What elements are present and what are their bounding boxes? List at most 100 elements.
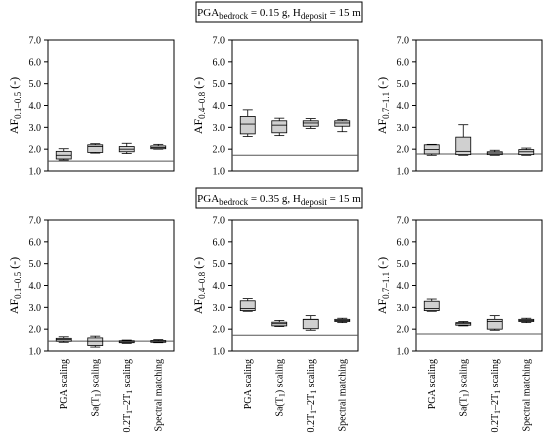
box-4 xyxy=(334,317,351,324)
box-2 xyxy=(455,321,472,327)
y-tick-label: 2.0 xyxy=(213,145,226,156)
x-tick-label: Sa(T1) scaling xyxy=(274,359,286,417)
box-2 xyxy=(271,117,288,137)
y-tick-label: 7.0 xyxy=(213,36,226,47)
y-tick-label: 2.0 xyxy=(397,325,410,336)
y-tick-label: 4.0 xyxy=(397,281,410,292)
box-2 xyxy=(271,320,288,327)
y-tick-label: 6.0 xyxy=(397,237,410,248)
chart-panel-1: 1.0 2.0 3.0 4.0 5.0 6.0 7.0 AF0.1–0.5 (-) xyxy=(7,36,175,178)
x-tick-label: Sa(T1) scaling xyxy=(458,359,470,417)
y-tick-label: 6.0 xyxy=(29,57,42,68)
chart-panel-4: 1.0 2.0 3.0 4.0 5.0 6.0 7.0 AF0.1–0.5 (-) PGA sc… xyxy=(7,216,175,433)
box-iqr xyxy=(302,318,319,330)
y-tick-label: 7.0 xyxy=(213,216,226,227)
y-axis-label: AF0.7–1.1 (-) xyxy=(375,257,391,314)
y-tick-label: 5.0 xyxy=(29,79,42,90)
box-1 xyxy=(239,298,256,312)
y-axis-label: AF0.1–0.5 (-) xyxy=(7,77,23,134)
box-3 xyxy=(302,315,319,331)
x-tick-label: Spectral matching xyxy=(153,359,164,431)
box-2 xyxy=(87,335,104,348)
box-iqr xyxy=(423,300,440,312)
y-tick-label: 3.0 xyxy=(397,123,410,134)
y-tick-label: 6.0 xyxy=(397,57,410,68)
box-3 xyxy=(118,142,135,154)
y-tick-label: 2.0 xyxy=(213,325,226,336)
y-tick-label: 5.0 xyxy=(213,79,226,90)
plot-frame xyxy=(231,219,359,352)
box-3 xyxy=(302,118,319,129)
chart-panel-2: 1.0 2.0 3.0 4.0 5.0 6.0 7.0 AF0.4–0.8 (-) xyxy=(191,36,359,178)
box-4 xyxy=(150,339,167,344)
y-tick-label: 5.0 xyxy=(29,259,42,270)
y-axis-label: AF0.4–0.8 (-) xyxy=(191,257,207,314)
y-tick-label: 4.0 xyxy=(29,281,42,292)
y-tick-label: 6.0 xyxy=(29,237,42,248)
box-2 xyxy=(455,124,472,156)
box-iqr xyxy=(239,300,256,312)
box-4 xyxy=(518,317,535,324)
y-tick-label: 3.0 xyxy=(213,303,226,314)
y-tick-label: 7.0 xyxy=(397,216,410,227)
box-3 xyxy=(486,315,503,331)
y-tick-label: 5.0 xyxy=(397,259,410,270)
x-tick-label: 0.2T1–2T1 scaling xyxy=(306,359,318,433)
y-axis-label: AF0.7–1.1 (-) xyxy=(375,77,391,134)
y-tick-label: 1.0 xyxy=(397,167,410,178)
box-1 xyxy=(423,143,440,156)
y-tick-label: 3.0 xyxy=(213,123,226,134)
x-tick-label: Spectral matching xyxy=(521,359,532,431)
box-iqr xyxy=(87,144,104,153)
x-tick-label: Spectral matching xyxy=(337,359,348,431)
plot-frame xyxy=(231,39,359,172)
y-tick-label: 6.0 xyxy=(213,57,226,68)
box-4 xyxy=(518,147,535,156)
plot-frame xyxy=(47,219,175,352)
y-tick-label: 1.0 xyxy=(213,167,226,178)
row-title-top: PGAbedrock = 0.15 g, Hdeposit = 15 m xyxy=(195,1,363,23)
y-tick-label: 1.0 xyxy=(213,347,226,358)
y-tick-label: 1.0 xyxy=(29,347,42,358)
y-tick-label: 7.0 xyxy=(29,36,42,47)
plot-frame xyxy=(415,219,543,352)
x-tick-label: 0.2T1–2T1 scaling xyxy=(490,359,502,433)
box-1 xyxy=(55,148,72,161)
chart-panel-3: 1.0 2.0 3.0 4.0 5.0 6.0 7.0 AF0.7–1.1 (-) xyxy=(375,36,543,178)
y-tick-label: 1.0 xyxy=(29,167,42,178)
box-iqr xyxy=(302,120,319,127)
x-tick-label: 0.2T1–2T1 scaling xyxy=(122,359,134,433)
y-axis-label: AF0.1–0.5 (-) xyxy=(7,257,23,314)
box-4 xyxy=(334,119,351,133)
box-4 xyxy=(150,143,167,150)
row-title-bottom: PGAbedrock = 0.35 g, Hdeposit = 15 m xyxy=(195,187,363,209)
box-iqr xyxy=(271,120,288,134)
y-tick-label: 2.0 xyxy=(29,145,42,156)
x-tick-label: PGA scaling xyxy=(243,359,254,409)
box-2 xyxy=(87,143,104,154)
y-tick-label: 2.0 xyxy=(397,145,410,156)
box-iqr xyxy=(486,318,503,330)
box-3 xyxy=(118,339,135,344)
y-tick-label: 4.0 xyxy=(213,101,226,112)
y-tick-label: 5.0 xyxy=(213,259,226,270)
box-iqr xyxy=(334,120,351,127)
box-1 xyxy=(239,109,256,137)
y-tick-label: 4.0 xyxy=(29,101,42,112)
y-axis-label: AF0.4–0.8 (-) xyxy=(191,77,207,134)
x-tick-label: Sa(T1) scaling xyxy=(90,359,102,417)
chart-panel-5: 1.0 2.0 3.0 4.0 5.0 6.0 7.0 AF0.4–0.8 (-) PGA sc… xyxy=(191,216,359,433)
y-tick-label: 4.0 xyxy=(397,101,410,112)
box-iqr xyxy=(239,116,256,135)
box-1 xyxy=(423,298,440,312)
y-tick-label: 3.0 xyxy=(397,303,410,314)
y-tick-label: 3.0 xyxy=(29,123,42,134)
x-tick-label: PGA scaling xyxy=(427,359,438,409)
y-tick-label: 4.0 xyxy=(213,281,226,292)
y-tick-label: 2.0 xyxy=(29,325,42,336)
box-1 xyxy=(55,336,72,343)
box-iqr xyxy=(87,337,104,346)
chart-panel-6: 1.0 2.0 3.0 4.0 5.0 6.0 7.0 AF0.7–1.1 (-) PGA sc… xyxy=(375,216,543,433)
y-tick-label: 7.0 xyxy=(397,36,410,47)
